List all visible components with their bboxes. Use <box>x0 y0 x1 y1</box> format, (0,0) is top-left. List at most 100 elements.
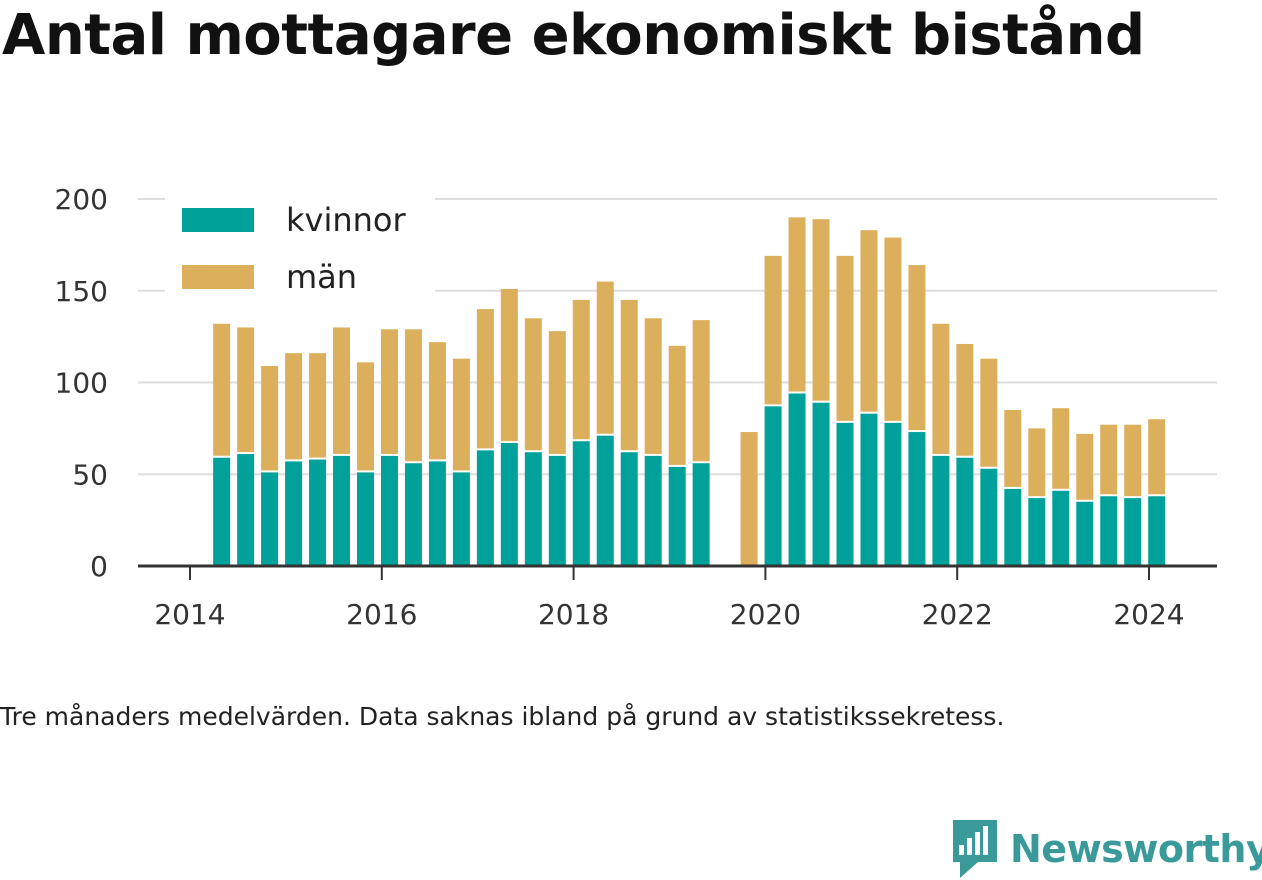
bar-kvinnor <box>237 454 255 566</box>
bar-man <box>1124 424 1142 497</box>
y-tick-label: 100 <box>55 367 108 400</box>
bar-kvinnor <box>213 457 231 566</box>
legend: kvinnor män <box>165 196 435 296</box>
bar-man <box>404 329 422 462</box>
y-tick-label: 50 <box>72 458 108 491</box>
newsworthy-logo-icon <box>953 820 997 878</box>
y-tick-label: 150 <box>55 275 108 308</box>
bar-kvinnor <box>548 455 566 566</box>
bar-man <box>452 358 470 471</box>
y-tick-label: 200 <box>55 183 108 216</box>
bar-man <box>812 219 830 401</box>
bar-man <box>788 217 806 392</box>
legend-swatch <box>182 265 254 289</box>
bar-man <box>285 353 303 460</box>
bar-kvinnor <box>764 406 782 566</box>
bar-man <box>1004 410 1022 487</box>
bar-man <box>860 230 878 412</box>
bar-man <box>740 432 758 566</box>
legend-swatch <box>182 208 254 232</box>
bar-kvinnor <box>1148 496 1166 566</box>
bar-kvinnor <box>1124 498 1142 566</box>
bar-kvinnor <box>788 393 806 566</box>
bar-kvinnor <box>884 422 902 566</box>
stacked-bar-chart: kvinnor män 0 50 100 150 200 2014 2016 2018 2020 2… <box>55 183 1217 631</box>
bar-man <box>428 342 446 460</box>
bar-kvinnor <box>404 463 422 566</box>
bar-kvinnor <box>1100 496 1118 566</box>
bar-kvinnor <box>980 468 998 566</box>
bar-man <box>476 309 494 449</box>
bar-man <box>668 345 686 465</box>
bar-kvinnor <box>860 413 878 566</box>
chart-title: Antal mottagare ekonomiskt bistånd <box>2 3 1145 68</box>
legend-label: män <box>286 258 357 296</box>
axes: 0 50 100 150 200 2014 2016 2018 2020 2022 2024 <box>55 183 1217 631</box>
bar-kvinnor <box>620 452 638 566</box>
bar-kvinnor <box>668 466 686 566</box>
bar-man <box>980 358 998 467</box>
bar-man <box>932 323 950 454</box>
bar-kvinnor <box>524 452 542 566</box>
bar-man <box>1076 433 1094 500</box>
bar-man <box>356 362 374 471</box>
x-tick-label: 2016 <box>346 598 417 631</box>
bar-kvinnor <box>572 441 590 566</box>
brand[interactable]: Newsworthy <box>950 818 1262 880</box>
bar-kvinnor <box>1052 490 1070 566</box>
x-tick-label: 2018 <box>538 598 609 631</box>
bar-man <box>380 329 398 454</box>
bar-kvinnor <box>380 455 398 566</box>
bar-kvinnor <box>1076 501 1094 566</box>
bar-man <box>548 331 566 454</box>
bar-man <box>620 299 638 451</box>
bar-man <box>524 318 542 451</box>
x-tick-label: 2014 <box>154 598 225 631</box>
bar-kvinnor <box>932 455 950 566</box>
bar-man <box>333 327 351 454</box>
bar-man <box>956 343 974 456</box>
bar-man <box>1148 419 1166 495</box>
bar-man <box>572 299 590 440</box>
bar-man <box>644 318 662 454</box>
bar-kvinnor <box>1004 488 1022 566</box>
bar-man <box>500 288 518 442</box>
bar-kvinnor <box>476 450 494 566</box>
bars <box>213 217 1166 566</box>
bar-kvinnor <box>956 457 974 566</box>
bar-man <box>1028 428 1046 497</box>
bar-kvinnor <box>428 461 446 566</box>
bar-man <box>213 323 231 456</box>
bar-kvinnor <box>285 461 303 566</box>
bar-kvinnor <box>500 443 518 566</box>
bar-kvinnor <box>261 472 279 566</box>
bar-kvinnor <box>1028 498 1046 566</box>
bar-man <box>908 265 926 431</box>
y-tick-label: 0 <box>90 550 108 583</box>
legend-label: kvinnor <box>286 201 407 239</box>
x-tick-label: 2022 <box>922 598 993 631</box>
x-tick-label: 2024 <box>1113 598 1184 631</box>
bar-man <box>309 353 327 458</box>
bar-kvinnor <box>356 472 374 566</box>
bar-kvinnor <box>309 459 327 566</box>
bar-kvinnor <box>596 435 614 566</box>
bar-man <box>764 255 782 405</box>
bar-kvinnor <box>908 432 926 566</box>
x-tick-label: 2020 <box>730 598 801 631</box>
chart-note: Tre månaders medelvärden. Data saknas ib… <box>0 702 1005 731</box>
bar-man <box>237 327 255 453</box>
bar-man <box>596 281 614 434</box>
bar-kvinnor <box>812 402 830 566</box>
brand-name: Newsworthy <box>1010 827 1262 871</box>
bar-kvinnor <box>333 455 351 566</box>
bar-kvinnor <box>692 463 710 566</box>
bar-man <box>884 237 902 421</box>
bar-kvinnor <box>836 422 854 566</box>
bar-man <box>692 320 710 462</box>
bar-man <box>261 365 279 471</box>
bar-man <box>1100 424 1118 495</box>
bar-kvinnor <box>644 455 662 566</box>
bar-kvinnor <box>452 472 470 566</box>
bar-man <box>1052 408 1070 489</box>
